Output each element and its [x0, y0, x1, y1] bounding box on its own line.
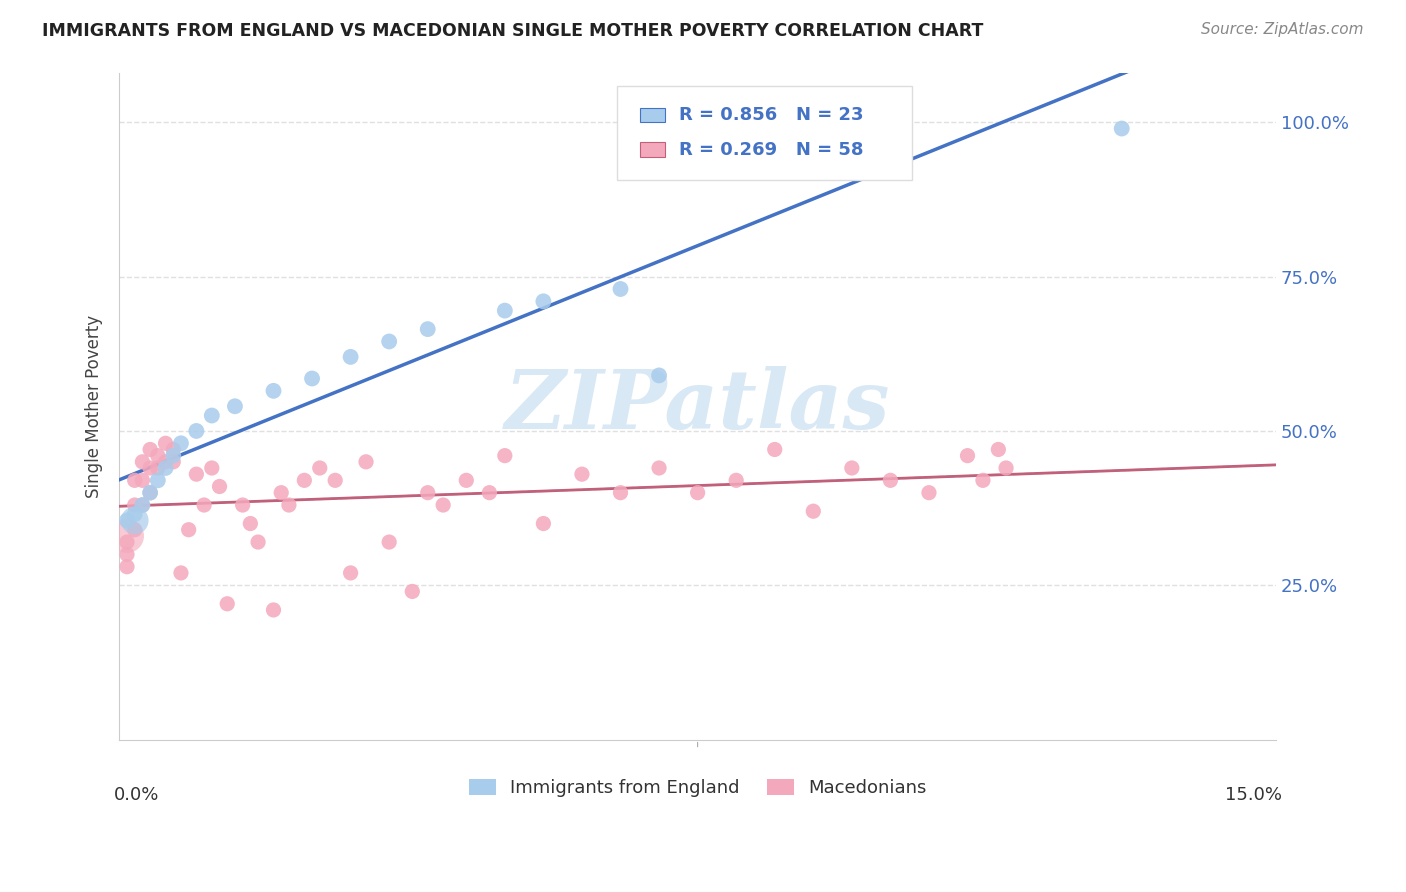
Point	[115, 513, 138, 527]
Text: 15.0%: 15.0%	[1225, 786, 1282, 805]
Point	[115, 548, 138, 562]
FancyBboxPatch shape	[640, 108, 665, 122]
Point	[339, 566, 361, 580]
Point	[918, 485, 941, 500]
Point	[131, 473, 153, 487]
Point	[139, 485, 162, 500]
Text: 0.0%: 0.0%	[114, 786, 159, 805]
Point	[115, 535, 138, 549]
Point	[124, 473, 146, 487]
Text: IMMIGRANTS FROM ENGLAND VS MACEDONIAN SINGLE MOTHER POVERTY CORRELATION CHART: IMMIGRANTS FROM ENGLAND VS MACEDONIAN SI…	[42, 22, 984, 40]
Point	[972, 473, 994, 487]
Point	[494, 303, 516, 318]
Point	[146, 461, 169, 475]
Point	[155, 436, 177, 450]
Point	[401, 584, 423, 599]
Point	[124, 508, 146, 522]
Point	[162, 449, 184, 463]
Y-axis label: Single Mother Poverty: Single Mother Poverty	[86, 315, 103, 498]
Point	[609, 282, 631, 296]
Point	[801, 121, 824, 136]
Point	[308, 461, 330, 475]
Text: ZIPatlas: ZIPatlas	[505, 367, 890, 446]
Point	[162, 442, 184, 457]
Point	[763, 442, 786, 457]
Point	[531, 294, 554, 309]
Point	[987, 442, 1010, 457]
Point	[378, 334, 401, 349]
Point	[378, 535, 401, 549]
Point	[609, 485, 631, 500]
Point	[263, 603, 285, 617]
Point	[186, 467, 208, 482]
Point	[301, 371, 323, 385]
Point	[124, 523, 146, 537]
Point	[201, 409, 224, 423]
Text: Source: ZipAtlas.com: Source: ZipAtlas.com	[1201, 22, 1364, 37]
Point	[247, 535, 270, 549]
FancyBboxPatch shape	[640, 143, 665, 157]
Point	[239, 516, 262, 531]
Point	[232, 498, 254, 512]
Point	[531, 516, 554, 531]
Legend: Immigrants from England, Macedonians: Immigrants from England, Macedonians	[468, 779, 927, 797]
Point	[354, 455, 377, 469]
Point	[277, 498, 299, 512]
Point	[115, 559, 138, 574]
Point	[115, 529, 138, 543]
Point	[801, 504, 824, 518]
FancyBboxPatch shape	[617, 87, 911, 179]
Point	[686, 485, 709, 500]
Point	[146, 473, 169, 487]
Point	[224, 399, 246, 413]
Point	[170, 566, 193, 580]
Point	[155, 461, 177, 475]
Point	[1111, 121, 1133, 136]
Point	[139, 442, 162, 457]
Point	[339, 350, 361, 364]
Point	[155, 455, 177, 469]
Point	[956, 449, 979, 463]
Point	[416, 485, 439, 500]
Point	[124, 513, 146, 527]
Point	[193, 498, 215, 512]
Point	[456, 473, 478, 487]
Point	[146, 449, 169, 463]
Point	[416, 322, 439, 336]
Point	[648, 461, 671, 475]
Point	[139, 485, 162, 500]
Point	[263, 384, 285, 398]
Point	[217, 597, 239, 611]
Point	[841, 461, 863, 475]
Text: R = 0.856   N = 23: R = 0.856 N = 23	[679, 106, 863, 124]
Point	[879, 121, 901, 136]
Point	[478, 485, 501, 500]
Point	[725, 473, 748, 487]
Point	[270, 485, 292, 500]
Point	[648, 368, 671, 383]
Point	[323, 473, 346, 487]
Point	[139, 461, 162, 475]
Point	[571, 467, 593, 482]
Point	[131, 498, 153, 512]
Point	[186, 424, 208, 438]
Point	[208, 479, 231, 493]
Point	[131, 455, 153, 469]
Point	[177, 523, 200, 537]
Point	[292, 473, 315, 487]
Point	[995, 461, 1018, 475]
Point	[432, 498, 454, 512]
Point	[201, 461, 224, 475]
Point	[494, 449, 516, 463]
Point	[162, 455, 184, 469]
Point	[131, 498, 153, 512]
Point	[170, 436, 193, 450]
Text: R = 0.269   N = 58: R = 0.269 N = 58	[679, 141, 863, 159]
Point	[124, 498, 146, 512]
Point	[879, 473, 901, 487]
